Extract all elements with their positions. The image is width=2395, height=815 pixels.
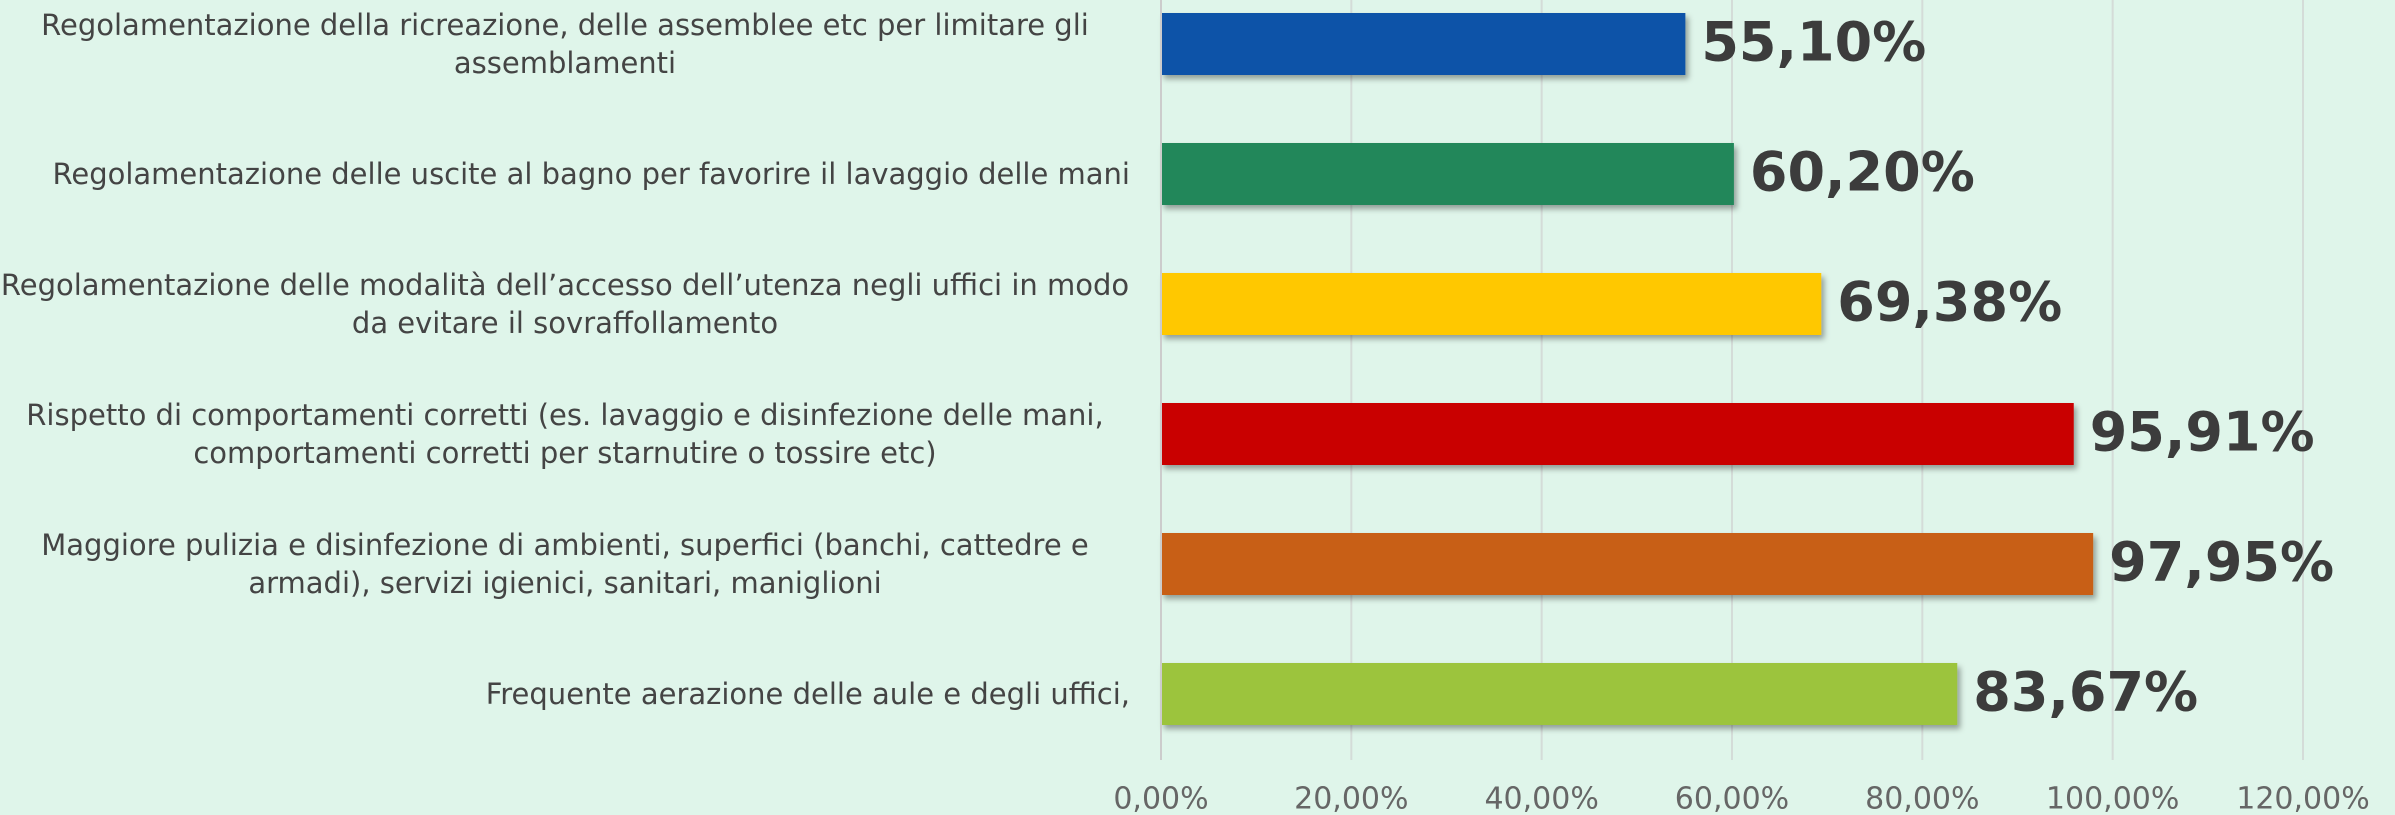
category-text: Regolamentazione delle modalità dell’acc…: [0, 268, 1130, 340]
bar: [1161, 663, 1958, 725]
data-label: 97,95%: [2109, 531, 2334, 594]
category-label: Regolamentazione delle uscite al bagno p…: [0, 155, 1130, 193]
category-label: Rispetto di comportamenti corretti (es. …: [0, 396, 1130, 472]
category-text: Maggiore pulizia e disinfezione di ambie…: [41, 528, 1089, 600]
category-text: Frequente aerazione delle aule e degli u…: [485, 677, 1130, 711]
x-tick-label: 40,00%: [1484, 782, 1598, 815]
category-label: Maggiore pulizia e disinfezione di ambie…: [0, 526, 1130, 602]
bar: [1161, 403, 2074, 465]
bar: [1161, 143, 1734, 205]
bar: [1161, 13, 1686, 75]
x-tick-label: 60,00%: [1675, 782, 1789, 815]
data-label: 55,10%: [1701, 11, 1926, 74]
category-text: Regolamentazione della ricreazione, dell…: [41, 8, 1089, 80]
x-tick-label: 20,00%: [1294, 782, 1408, 815]
category-label: Regolamentazione delle modalità dell’acc…: [0, 266, 1130, 342]
data-label: 95,91%: [2090, 401, 2315, 464]
x-tick-label: 80,00%: [1865, 782, 1979, 815]
category-text: Regolamentazione delle uscite al bagno p…: [52, 157, 1130, 191]
x-tick-label: 0,00%: [1113, 782, 1208, 815]
data-label: 69,38%: [1837, 271, 2062, 334]
category-text: Rispetto di comportamenti corretti (es. …: [26, 398, 1104, 470]
category-label: Frequente aerazione delle aule e degli u…: [0, 675, 1130, 713]
data-label: 83,67%: [1973, 661, 2198, 724]
bar: [1161, 533, 2094, 595]
data-label: 60,20%: [1750, 141, 1975, 204]
x-tick-label: 120,00%: [2236, 782, 2369, 815]
x-tick-label: 100,00%: [2046, 782, 2179, 815]
bar: [1161, 273, 1822, 335]
category-label: Regolamentazione della ricreazione, dell…: [0, 6, 1130, 82]
